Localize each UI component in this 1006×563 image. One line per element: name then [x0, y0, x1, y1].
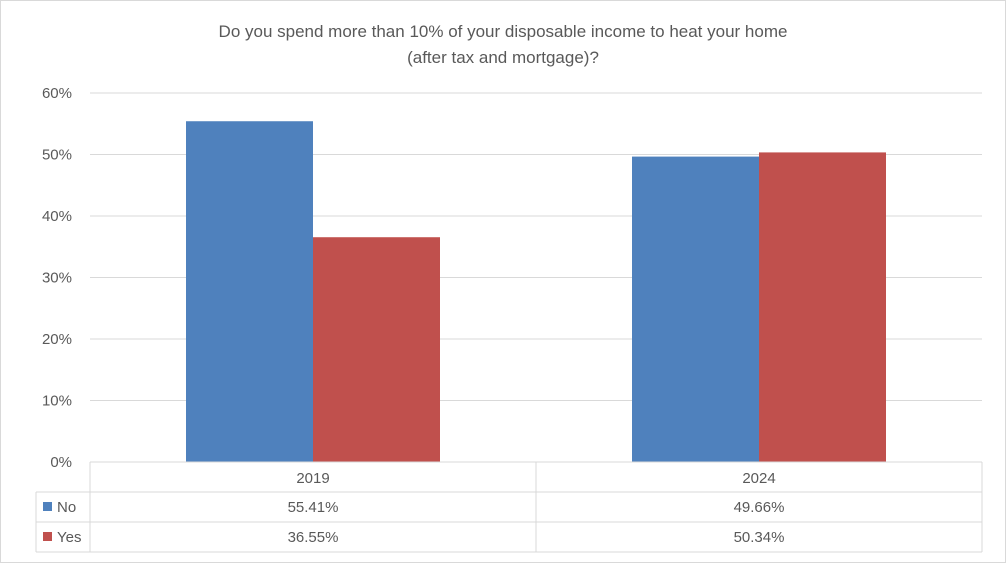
bar-no-2019 [186, 121, 313, 462]
y-tick-label: 50% [42, 147, 72, 164]
x-tick-label: 2024 [742, 470, 775, 487]
bar-yes-2019 [313, 237, 440, 462]
data-label-yes-2024: 50.34% [734, 529, 785, 546]
y-tick-label: 0% [50, 454, 72, 471]
data-label-no-2019: 55.41% [288, 499, 339, 516]
bars [186, 121, 886, 462]
y-tick-label: 60% [42, 85, 72, 102]
data-label-yes-2019: 36.55% [288, 529, 339, 546]
bar-yes-2024 [759, 152, 886, 462]
legend-key-no [43, 502, 52, 511]
legend-key-yes [43, 532, 52, 541]
chart-title-line-2: (after tax and mortgage)? [407, 48, 599, 67]
y-tick-label: 40% [42, 208, 72, 225]
legend-label-yes: Yes [57, 529, 81, 546]
data-label-no-2024: 49.66% [734, 499, 785, 516]
data-table: 2019 2024 No 55.41% 49.66% Yes 36.55% 50.34% [35, 461, 983, 553]
y-tick-label: 10% [42, 393, 72, 410]
chart-title-line-1: Do you spend more than 10% of your dispo… [219, 22, 788, 41]
y-axis-tick-labels: 0% 10% 20% 30% 40% 50% 60% [42, 85, 72, 471]
x-tick-label: 2019 [296, 470, 329, 487]
legend-label-no: No [57, 499, 76, 516]
y-tick-label: 30% [42, 270, 72, 287]
bar-no-2024 [632, 156, 759, 462]
y-tick-label: 20% [42, 331, 72, 348]
